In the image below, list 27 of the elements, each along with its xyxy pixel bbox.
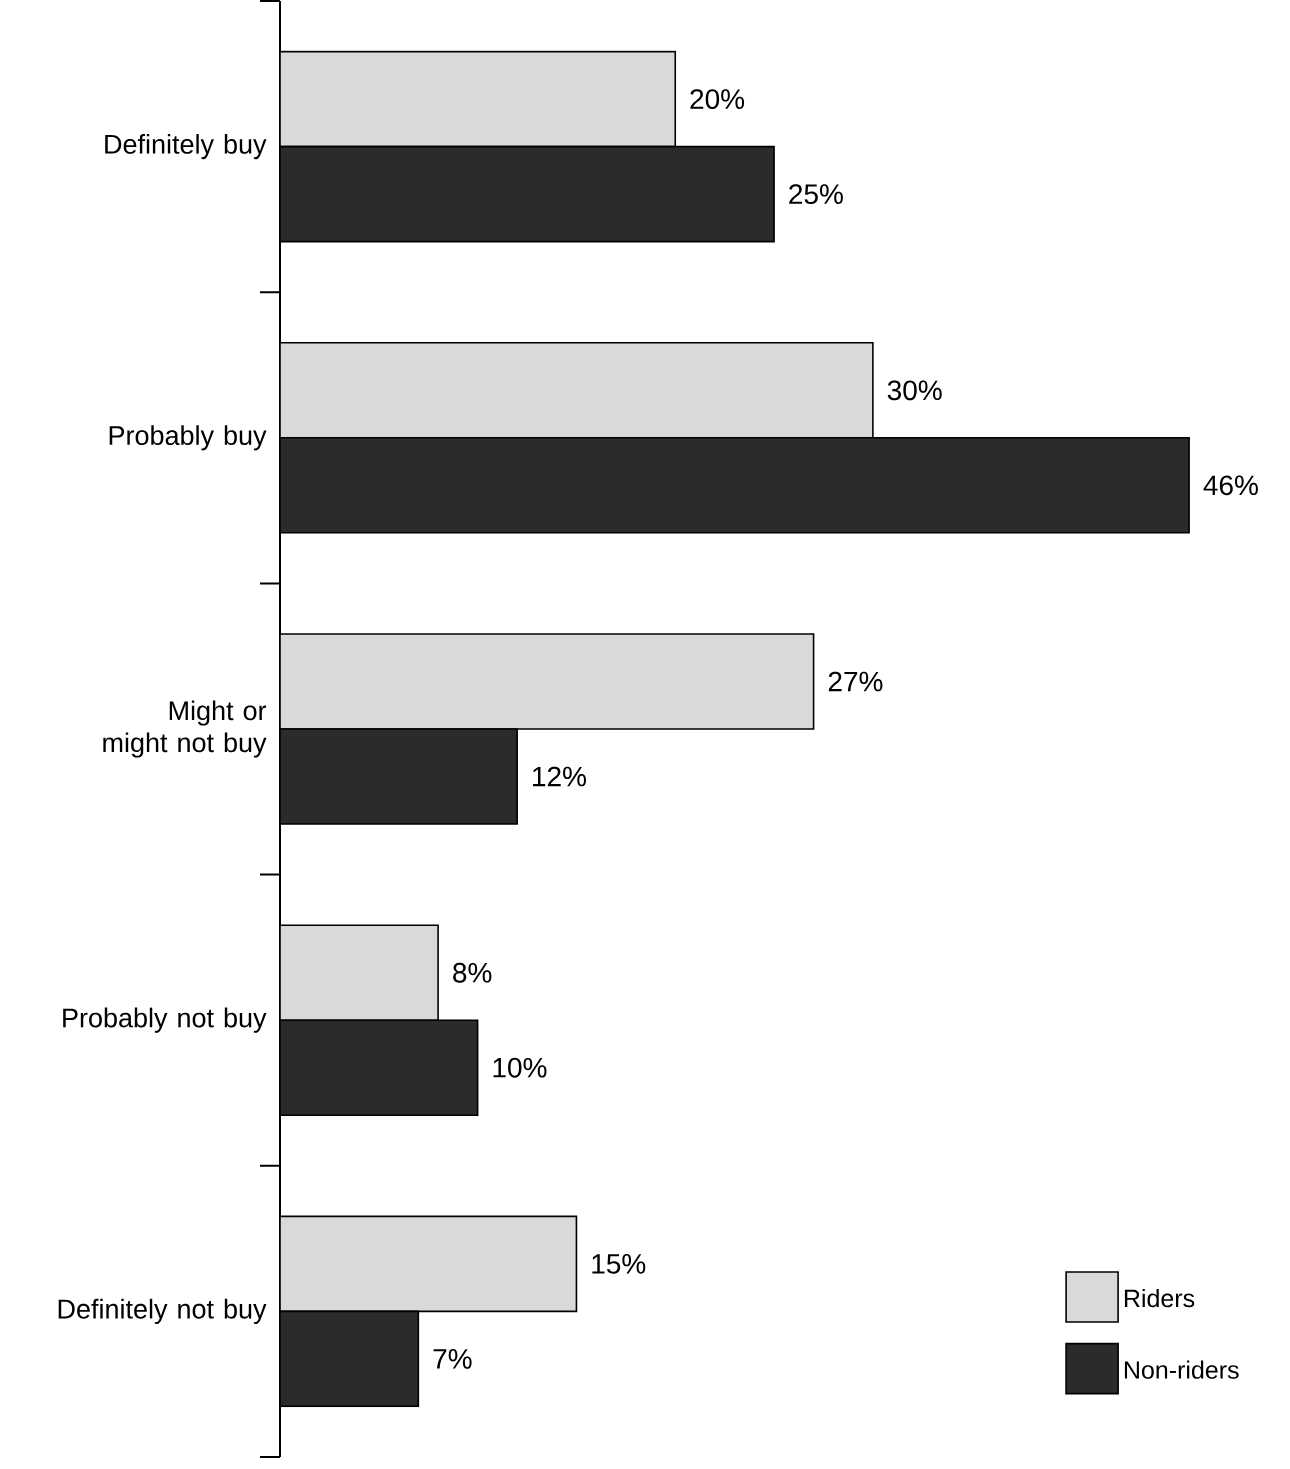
y-tick-label: Probably not buy — [63, 1007, 267, 1033]
bar — [280, 145, 775, 243]
data-label: 27% — [828, 671, 883, 692]
bar — [280, 633, 815, 730]
y-tick-label: Might or might not buy — [103, 700, 267, 758]
legend-label: Riders — [1124, 1288, 1195, 1308]
data-label: 46% — [1203, 475, 1258, 496]
data-label: 8% — [453, 962, 492, 983]
data-label: 20% — [690, 89, 745, 110]
data-label: 10% — [493, 1057, 547, 1078]
data-label: 7% — [433, 1349, 472, 1369]
y-tick-label: Definitely buy — [105, 134, 267, 160]
bar — [280, 437, 1190, 534]
bar — [280, 1019, 479, 1117]
bar — [280, 924, 439, 1022]
bar — [280, 50, 677, 148]
data-label: 15% — [592, 1254, 646, 1274]
bar — [280, 1310, 420, 1408]
data-label: 30% — [887, 380, 942, 401]
y-tick-label: Definitely not buy — [58, 1298, 267, 1325]
data-label: 25% — [789, 184, 843, 205]
data-label: 12% — [533, 766, 586, 787]
y-tick-label: Probably buy — [109, 425, 267, 451]
bar — [280, 342, 874, 439]
legend-label: Non-riders — [1124, 1360, 1239, 1379]
bar — [280, 728, 518, 825]
bar — [280, 1215, 578, 1313]
